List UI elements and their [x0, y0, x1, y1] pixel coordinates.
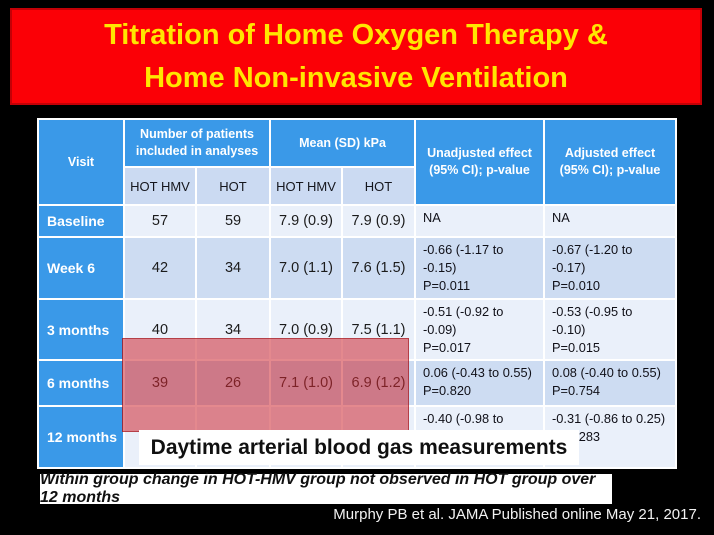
mean-hot: 6.9 (1.2) — [343, 361, 415, 406]
visit-label: 3 months — [39, 299, 123, 360]
p-value: P=0.015 — [552, 339, 601, 355]
n-hot: 34 — [197, 238, 270, 298]
effect-value: 0.08 (-0.40 to 0.55) — [552, 365, 661, 381]
unadjusted-effect-cell: NA — [416, 206, 544, 236]
adjusted-effect-cell: 0.08 (-0.40 to 0.55) P=0.754 — [545, 361, 676, 406]
col-header-unadjusted: Unadjusted effect (95% CI); p-value — [416, 120, 544, 204]
col-header-adjusted: Adjusted effect (95% CI); p-value — [545, 120, 676, 204]
subheader-mean-hot-hmv: HOT HMV — [271, 168, 342, 204]
visit-label: 6 months — [39, 361, 123, 406]
table-row-week6: Week 6 42 34 7.0 (1.1) 7.6 (1.5) -0.66 (… — [39, 238, 676, 298]
adjusted-effect-cell: -0.67 (-1.20 to -0.17) P=0.010 — [545, 238, 676, 298]
mean-hot: 7.6 (1.5) — [343, 238, 415, 298]
visit-label: Baseline — [39, 206, 123, 236]
mean-hot-hmv: 7.0 (0.9) — [271, 299, 342, 360]
effect-value: 0.06 (-0.43 to 0.55) — [423, 365, 532, 381]
mean-hot-hmv: 7.0 (1.1) — [271, 238, 342, 298]
table-row-6months: 6 months 39 26 7.1 (1.0) 6.9 (1.2) 0.06 … — [39, 361, 676, 406]
p-value: P=0.017 — [423, 339, 472, 355]
p-value: P=0.820 — [423, 383, 472, 399]
n-hot: 26 — [197, 361, 270, 406]
results-table: Visit Number of patients included in ana… — [37, 118, 678, 470]
adjusted-effect-cell: -0.53 (-0.95 to -0.10) P=0.015 — [545, 299, 676, 360]
col-header-visit: Visit — [39, 120, 123, 204]
n-hot: 34 — [197, 299, 270, 360]
citation-text: Murphy PB et al. JAMA Published online M… — [333, 506, 701, 523]
effect-value: -0.67 (-1.20 to -0.17) — [552, 242, 633, 275]
p-value: P=0.011 — [423, 277, 471, 293]
n-hot-hmv: 40 — [125, 299, 195, 360]
effect-value: NA — [552, 210, 570, 225]
title-banner: Titration of Home Oxygen Therapy & Home … — [10, 8, 702, 105]
effect-value: -0.66 (-1.17 to -0.15) — [423, 242, 504, 275]
n-hot-hmv: 42 — [125, 238, 195, 298]
col-header-patients-group: Number of patients included in analyses — [125, 120, 270, 166]
n-hot-hmv: 57 — [125, 206, 195, 236]
mean-hot: 7.5 (1.1) — [343, 299, 415, 360]
p-value: P=0.754 — [552, 383, 601, 399]
mean-hot-hmv: 7.9 (0.9) — [271, 206, 342, 236]
visit-label: Week 6 — [39, 238, 123, 298]
effect-value: -0.51 (-0.92 to -0.09) — [423, 303, 504, 337]
mean-hot-hmv: 7.1 (1.0) — [271, 361, 342, 406]
note-text: Within group change in HOT-HMV group not… — [40, 471, 596, 506]
table-row-3months: 3 months 40 34 7.0 (0.9) 7.5 (1.1) -0.51… — [39, 299, 676, 360]
subheader-n-hot: HOT — [197, 168, 270, 204]
n-hot-hmv: 39 — [125, 361, 195, 406]
p-value: P=0.010 — [552, 277, 601, 293]
unadjusted-effect-cell: -0.66 (-1.17 to -0.15) P=0.011 — [416, 238, 544, 298]
n-hot: 59 — [197, 206, 270, 236]
visit-label: 12 months — [39, 407, 123, 468]
effect-value: NA — [423, 210, 441, 225]
adjusted-effect-cell: NA — [545, 206, 676, 236]
effect-value: -0.31 (-0.86 to 0.25) — [552, 411, 666, 427]
unadjusted-effect-cell: 0.06 (-0.43 to 0.55) P=0.820 — [416, 361, 544, 406]
caption-text: Daytime arterial blood gas measurements — [150, 435, 568, 459]
slide-title-line-1: Titration of Home Oxygen Therapy & — [104, 18, 608, 51]
caption-box: Daytime arterial blood gas measurements — [139, 430, 579, 465]
effect-value: -0.53 (-0.95 to -0.10) — [552, 303, 633, 337]
subheader-n-hot-hmv: HOT HMV — [125, 168, 195, 204]
subheader-mean-hot: HOT — [343, 168, 415, 204]
unadjusted-effect-cell: -0.51 (-0.92 to -0.09) P=0.017 — [416, 299, 544, 360]
mean-hot: 7.9 (0.9) — [343, 206, 415, 236]
table-row-baseline: Baseline 57 59 7.9 (0.9) 7.9 (0.9) NA NA — [39, 206, 676, 236]
note-box: Within group change in HOT-HMV group not… — [40, 471, 612, 506]
col-header-mean-group: Mean (SD) kPa — [271, 120, 415, 166]
slide-title-line-2: Home Non-invasive Ventilation — [144, 61, 568, 94]
